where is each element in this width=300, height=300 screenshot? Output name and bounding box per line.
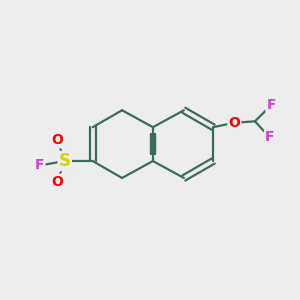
Text: F: F: [265, 130, 274, 145]
Text: S: S: [59, 152, 71, 170]
Text: O: O: [51, 175, 63, 189]
Text: O: O: [51, 134, 63, 147]
Text: F: F: [266, 98, 276, 112]
Text: F: F: [35, 158, 44, 172]
Text: O: O: [228, 116, 240, 130]
